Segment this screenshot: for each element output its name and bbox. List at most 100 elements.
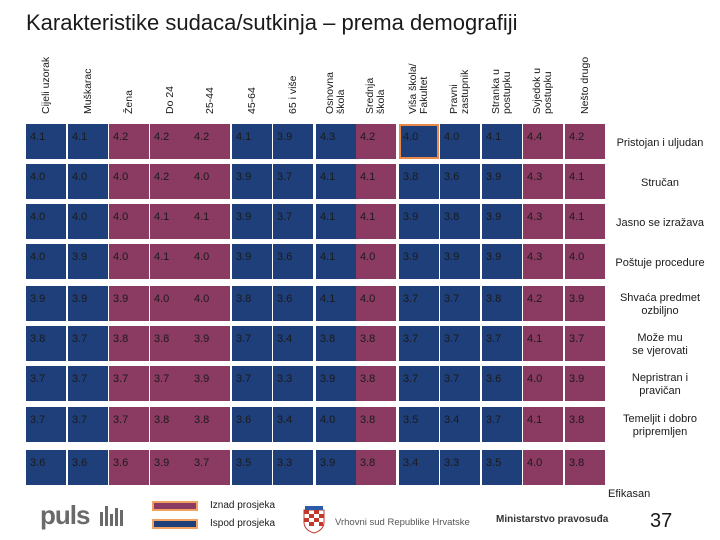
cell-value-label: 4.2 [194,131,210,143]
legend-below-label: Ispod prosjeka [210,518,276,529]
cell-value-label: 3.8 [403,171,419,183]
cell-value-label: 3.9 [236,211,252,223]
cell-value-label: 3.8 [154,333,170,345]
heatmap-cell [232,286,272,321]
cell-value-label: 3.4 [444,414,460,426]
cell-value-label: 3.9 [486,171,502,183]
cell-value-label: 4.1 [154,211,170,223]
heatmap-cell [68,450,108,485]
page-title: Karakteristike sudaca/sutkinja – prema d… [26,10,518,35]
cell-value-label: 4.2 [527,293,543,305]
heatmap-cell [316,450,356,485]
cell-value-label: 4.0 [194,251,210,263]
cell-value-label: 4.2 [569,131,585,143]
heatmap-cell [523,450,563,485]
heatmap-cell [399,164,439,199]
cell-value-label: 3.5 [403,414,419,426]
heatmap-cell [273,244,313,279]
heatmap-cell [523,366,563,401]
cell-value-label: 3.6 [277,293,293,305]
cell-value-label: 4.1 [320,211,336,223]
heatmap-cell [523,286,563,321]
heatmap-cell [26,407,66,442]
row-label: Shvaća predmet ozbiljno [619,292,701,317]
heatmap-cell [26,244,66,279]
row-label: Jasno se izražava [615,217,705,229]
heatmap-cell [482,244,522,279]
heatmap-cell [440,124,480,159]
heatmap-cell [482,326,522,361]
row-label: Pristojan i uljudan [616,137,704,149]
heatmap-cell [109,164,149,199]
cell-value-label: 4.1 [30,131,46,143]
cell-value-label: 3.8 [154,414,170,426]
heatmap-cell [273,204,313,239]
cell-value-label: 4.3 [527,171,543,183]
heatmap-cell [26,450,66,485]
cell-value-label: 3.6 [486,373,502,385]
heatmap-cell [109,326,149,361]
heatmap-cell [68,366,108,401]
cell-value-label: 3.8 [320,333,336,345]
heatmap-cell [109,407,149,442]
heatmap-cell [109,450,149,485]
heatmap-cell [109,124,149,159]
heatmap-cell [482,124,522,159]
heatmap-cell [356,164,396,199]
heatmap-cell [232,164,272,199]
heatmap-cell [232,326,272,361]
cell-value-label: 3.8 [444,211,460,223]
cell-value-label: 4.2 [154,131,170,143]
heatmap-cell [68,326,108,361]
cell-value-label: 4.3 [320,131,336,143]
heatmap-cell [482,407,522,442]
cell-value-label: 4.2 [113,131,129,143]
row-label: Nepristran i pravičan [631,372,689,397]
heatmap-cell [440,164,480,199]
cell-value-label: 3.9 [444,251,460,263]
heatmap-cell [316,286,356,321]
column-header: Osnovna škola [324,71,347,114]
cell-value-label: 3.7 [30,414,46,426]
cell-value-label: 3.9 [72,251,88,263]
heatmap-cell [150,450,190,485]
heatmap-cell [232,407,272,442]
cell-value-label: 3.7 [30,373,46,385]
cell-value-label: 4.0 [30,251,46,263]
legend-above-label: Iznad prosjeka [210,500,276,511]
cell-value-label: 4.0 [194,293,210,305]
cell-value-label: 3.7 [569,333,585,345]
heatmap-cell [273,366,313,401]
heatmap-cell [482,204,522,239]
heatmap-cell [109,204,149,239]
cell-value-label: 3.8 [360,414,376,426]
heatmap-cell [482,366,522,401]
heatmap-cell [565,450,605,485]
cell-value-label: 3.9 [403,211,419,223]
column-header: Svjedok u postupku [531,67,554,114]
cell-value-label: 4.0 [72,211,88,223]
heatmap-cell [68,286,108,321]
cell-value-label: 3.9 [154,457,170,469]
page-number: 37 [650,510,673,532]
heatmap-cell [316,326,356,361]
cell-value-label: 4.1 [569,171,585,183]
heatmap-cell [356,450,396,485]
cell-value-label: 4.0 [360,293,376,305]
heatmap-cell [399,450,439,485]
heatmap-cell [273,286,313,321]
heatmap-cell [316,124,356,159]
heatmap-cell [356,407,396,442]
cell-value-label: 3.9 [569,293,585,305]
heatmap-cell [150,204,190,239]
heatmap-cell [68,407,108,442]
heatmap-cell [440,407,480,442]
heatmap-cell [68,204,108,239]
heatmap-cell [399,244,439,279]
cell-value-label: 3.8 [113,333,129,345]
cell-value-label: 3.9 [486,251,502,263]
cell-value-label: 4.1 [72,131,88,143]
heatmap-cell [565,326,605,361]
heatmap-cell [565,124,605,159]
heatmap-cell [565,407,605,442]
